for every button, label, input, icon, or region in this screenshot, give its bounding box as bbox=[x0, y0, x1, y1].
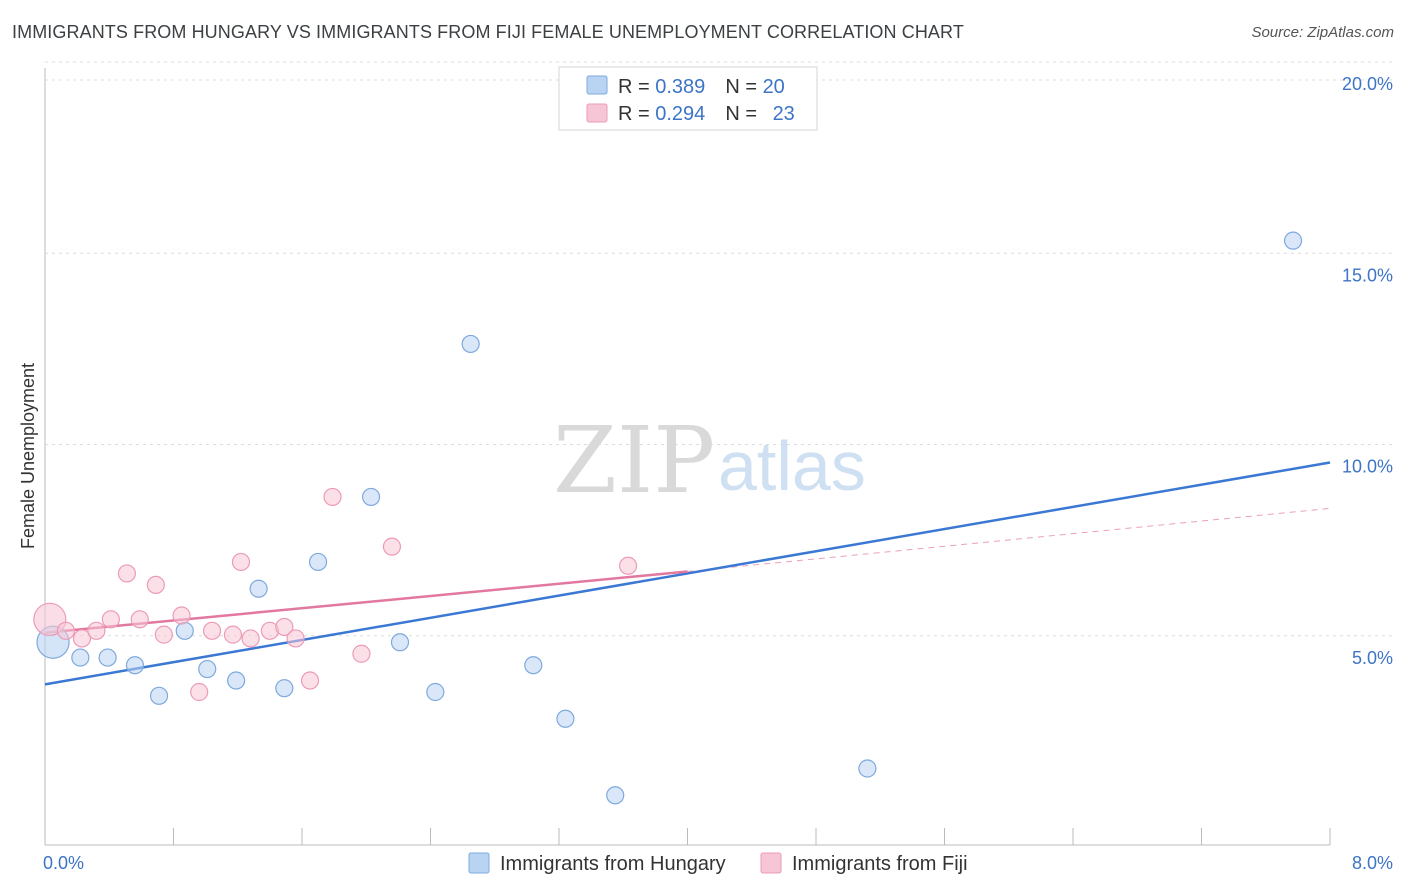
fiji-point bbox=[117, 564, 137, 583]
hungary-point bbox=[556, 709, 575, 728]
hungary-n: 20 bbox=[763, 76, 785, 98]
fiji-point bbox=[241, 629, 260, 648]
fiji-point bbox=[323, 487, 342, 507]
hungary-point bbox=[249, 579, 268, 598]
fiji-trend-line bbox=[44, 570, 688, 634]
watermark-zip: ZIP bbox=[553, 407, 715, 514]
fiji-point bbox=[72, 629, 92, 648]
hungary-point bbox=[125, 656, 145, 675]
hungary-point bbox=[390, 633, 410, 652]
hungary-point bbox=[198, 659, 217, 679]
hungary-point bbox=[275, 679, 294, 698]
hungary-point bbox=[71, 648, 90, 667]
fiji-point bbox=[300, 671, 320, 690]
hungary-trend-line bbox=[44, 461, 1331, 686]
hungary-point bbox=[1283, 231, 1303, 250]
y-tick-label: 20.0% bbox=[1342, 74, 1393, 94]
hungary-point bbox=[858, 759, 877, 778]
fiji-point bbox=[130, 610, 149, 629]
y-tick-label: 5.0% bbox=[1352, 648, 1393, 668]
grid-lines bbox=[45, 61, 1393, 637]
legend-fiji-swatch bbox=[760, 852, 782, 874]
x-tick-label: 0.0% bbox=[43, 853, 84, 873]
watermark-atlas: atlas bbox=[718, 427, 866, 505]
legend-fiji-label: Immigrants from Fiji bbox=[792, 853, 968, 875]
stats-legend: R = 0.389 N = 20 R = 0.294 N = 23 bbox=[558, 66, 818, 131]
fiji-point bbox=[87, 621, 106, 640]
hungary-point bbox=[361, 487, 381, 507]
watermark: ZIP atlas bbox=[553, 407, 866, 514]
source-label: Source: ZipAtlas.com bbox=[1251, 24, 1394, 41]
hungary-point bbox=[524, 656, 543, 675]
hungary-point bbox=[227, 671, 246, 690]
hungary-point bbox=[461, 334, 480, 354]
hungary-point bbox=[149, 686, 169, 705]
fiji-point bbox=[172, 606, 191, 625]
fiji-point bbox=[618, 556, 638, 575]
chart-title: IMMIGRANTS FROM HUNGARY VS IMMIGRANTS FR… bbox=[12, 22, 964, 42]
hungary-point bbox=[606, 786, 625, 805]
hungary-r: 0.389 bbox=[655, 76, 705, 98]
legend-hungary-label: Immigrants from Hungary bbox=[500, 853, 726, 875]
fiji-swatch bbox=[586, 103, 608, 123]
fiji-point bbox=[231, 552, 251, 572]
hungary-point bbox=[426, 682, 445, 702]
data-points bbox=[33, 231, 1303, 805]
hungary-point bbox=[98, 648, 117, 667]
y-tick-label: 10.0% bbox=[1342, 457, 1393, 477]
hungary-stats: R = 0.389 N = 20 bbox=[618, 76, 785, 98]
fiji-point bbox=[223, 625, 243, 644]
fiji-point bbox=[154, 625, 173, 644]
fiji-r: 0.294 bbox=[655, 103, 705, 125]
fiji-point bbox=[352, 644, 371, 663]
fiji-point bbox=[286, 629, 305, 648]
tick-labels: 5.0% 10.0% 15.0% 20.0% 0.0% 8.0% bbox=[43, 74, 1393, 873]
fiji-n: 23 bbox=[773, 103, 795, 125]
fiji-point bbox=[190, 682, 209, 702]
y-axis-title: Female Unemployment bbox=[18, 363, 38, 549]
fiji-point bbox=[146, 575, 165, 595]
y-tick-label: 15.0% bbox=[1342, 265, 1393, 285]
trend-lines bbox=[44, 461, 1331, 686]
series-legend: Immigrants from Hungary Immigrants from … bbox=[468, 852, 968, 875]
hungary-point bbox=[308, 552, 328, 572]
axes bbox=[44, 68, 1331, 846]
fiji-trend-extension bbox=[687, 507, 1331, 573]
hungary-swatch bbox=[586, 75, 608, 95]
fiji-point bbox=[202, 621, 222, 640]
fiji-point bbox=[101, 610, 120, 629]
fiji-point bbox=[382, 537, 402, 556]
fiji-point bbox=[275, 617, 294, 637]
x-tick-label: 8.0% bbox=[1352, 853, 1393, 873]
legend-hungary-swatch bbox=[468, 852, 490, 874]
hungary-point bbox=[175, 621, 194, 640]
fiji-point bbox=[56, 621, 75, 640]
